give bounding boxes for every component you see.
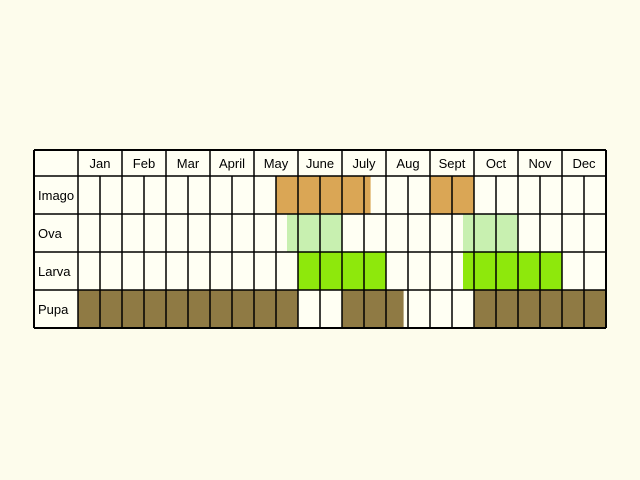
month-label-jan: Jan [90, 156, 111, 171]
month-label-dec: Dec [572, 156, 596, 171]
ova-span-2 [463, 214, 518, 252]
month-label-aug: Aug [396, 156, 419, 171]
stage-label-larva: Larva [38, 264, 71, 279]
month-label-feb: Feb [133, 156, 155, 171]
ova-span-1 [287, 214, 342, 252]
month-label-sept: Sept [439, 156, 466, 171]
month-label-april: April [219, 156, 245, 171]
month-label-june: June [306, 156, 334, 171]
month-label-nov: Nov [528, 156, 552, 171]
month-label-july: July [352, 156, 376, 171]
grid-lines [33, 149, 607, 329]
stage-label-imago: Imago [38, 188, 74, 203]
imago-span-1 [276, 176, 371, 214]
month-label-mar: Mar [177, 156, 200, 171]
month-label-oct: Oct [486, 156, 507, 171]
stage-label-pupa: Pupa [38, 302, 69, 317]
month-label-may: May [264, 156, 289, 171]
pupa-span-2 [342, 290, 404, 328]
stage-label-ova: Ova [38, 226, 63, 241]
larva-span-2 [463, 252, 562, 290]
